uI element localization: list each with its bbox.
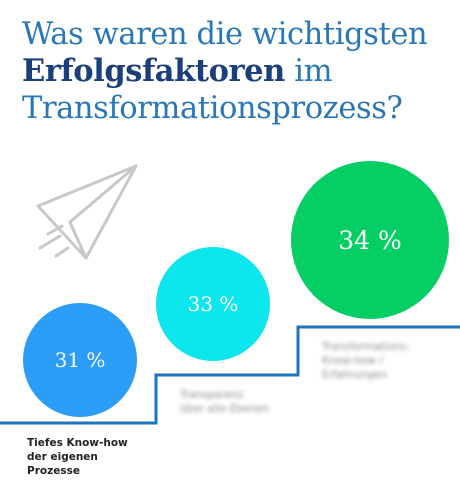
bubble-layer: 31 % 33 % 34 % <box>23 161 449 417</box>
category-label-line: über alle Ebenen <box>180 403 270 415</box>
bubble <box>23 303 137 417</box>
page-title: Was waren die wichtigsten Erfolgsfaktore… <box>22 16 452 127</box>
category-label: Transformations- Know-how / Erfahrungen <box>322 340 410 382</box>
category-label: Transparenz über alle Ebenen <box>180 388 269 416</box>
title-line-1: Was waren die wichtigsten <box>22 17 428 52</box>
value-label: 33 % <box>188 292 239 316</box>
category-label-line: Transformations- <box>322 341 411 353</box>
bubble <box>291 161 449 319</box>
value-label: 34 % <box>338 226 402 255</box>
category-label-line: Tiefes Know-how <box>27 437 128 449</box>
category-label: Tiefes Know-how der eigenen Prozesse <box>27 436 128 478</box>
paper-plane-icon <box>36 164 138 260</box>
category-label-line: Know-how / <box>322 355 383 367</box>
title-line-2-rest: im <box>284 54 333 89</box>
bubble <box>156 247 270 361</box>
category-label-line: Prozesse <box>27 465 80 477</box>
title-line-2: Erfolgsfaktoren im <box>22 53 452 90</box>
title-line-3: Transformationsprozess? <box>22 91 403 126</box>
category-label-line: Transparenz <box>180 389 244 401</box>
category-label-line: Erfahrungen <box>322 369 388 381</box>
category-label-line: der eigenen <box>27 451 98 463</box>
stairs-line <box>0 325 460 425</box>
title-emphasis: Erfolgsfaktoren <box>22 53 285 89</box>
value-label: 31 % <box>55 348 106 372</box>
